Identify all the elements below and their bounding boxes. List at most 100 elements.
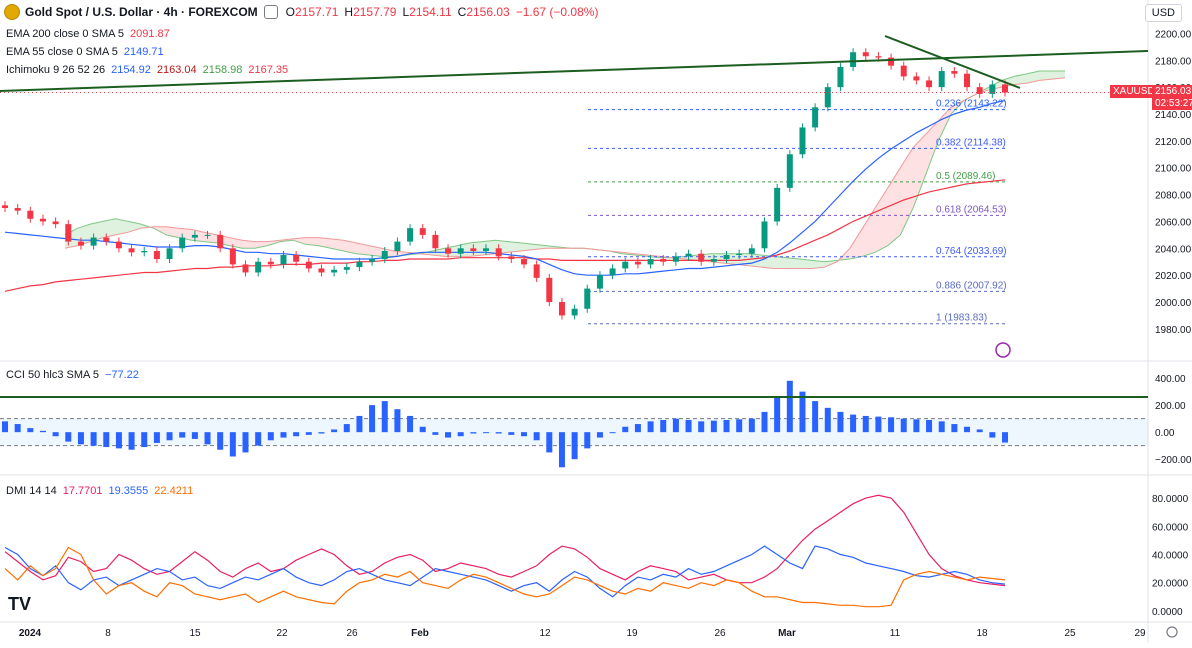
candle-body (179, 237, 186, 249)
fib-level-label: 0.382 (2114.38) (936, 137, 1006, 148)
candle-body (331, 269, 338, 273)
candle-body (166, 248, 173, 260)
candle-body (748, 248, 755, 254)
legend-ichimoku-v1: 2154.92 (111, 64, 151, 76)
cci-bar (242, 432, 249, 453)
dmi-tick-label: 60.0000 (1152, 522, 1189, 533)
candle-body (926, 80, 933, 88)
legend-ichimoku-v4: 2167.35 (248, 64, 289, 76)
ichimoku-cloud-segment (925, 120, 939, 175)
cci-tick-label: 0.00 (1155, 428, 1175, 439)
ichimoku-cloud-segment (1027, 71, 1040, 84)
legend-ema200[interactable]: EMA 200 close 0 SMA 5 2091.87 (6, 27, 176, 41)
cci-bar (495, 432, 502, 434)
candle-body (913, 76, 920, 81)
ichimoku-cloud-segment (305, 237, 319, 246)
candle-body (824, 87, 831, 108)
cci-bar (900, 418, 907, 433)
alert-bell-icon[interactable] (263, 5, 278, 19)
price-tick-label: 2040.00 (1155, 244, 1192, 255)
candle-body (445, 248, 452, 254)
cci-bar (736, 419, 743, 433)
candle-body (141, 250, 148, 253)
cci-bar (27, 428, 34, 433)
ohlc-close: 2156.03 (466, 5, 510, 19)
legend-ema200-value: 2091.87 (130, 28, 170, 40)
candle-body (305, 261, 312, 269)
candle-body (812, 107, 819, 128)
ichimoku-cloud-segment (102, 218, 116, 238)
cci-bar (166, 432, 173, 441)
ichimoku-cloud-segment (128, 221, 141, 233)
cci-bar (229, 432, 236, 457)
candle-body (685, 253, 692, 257)
cci-bar (217, 432, 224, 450)
time-tick-label: 18 (976, 628, 988, 639)
ichimoku-cloud-segment (368, 245, 382, 257)
dmi-tick-label: 80.0000 (1152, 494, 1189, 505)
candle-body (128, 248, 135, 253)
cci-bar (698, 421, 705, 433)
cci-bar (926, 420, 933, 433)
candle-body (660, 259, 667, 262)
cci-tick-label: 400.00 (1155, 374, 1186, 385)
ichimoku-cloud-segment (242, 240, 255, 249)
ichimoku-cloud-segment (900, 147, 914, 235)
tradingview-logo: TV (8, 594, 32, 614)
cci-bar (445, 432, 452, 438)
candle-body (964, 73, 971, 88)
time-tick-label: 19 (626, 628, 638, 639)
legend-cci-value: −77.22 (104, 369, 139, 381)
cci-bar (267, 432, 274, 441)
time-tick-label: Mar (778, 628, 796, 639)
ichimoku-cloud-segment (862, 208, 876, 257)
cci-bar (369, 405, 376, 433)
legend-cci[interactable]: CCI 50 hlc3 SMA 5 −77.22 (6, 368, 145, 382)
fib-level-label: 0.5 (2089.46) (936, 171, 996, 182)
candle-body (862, 52, 869, 57)
candle-body (343, 267, 350, 270)
ichimoku-cloud-segment (254, 241, 268, 249)
price-tick-label: 2060.00 (1155, 217, 1192, 228)
cci-bar (812, 401, 819, 433)
candle-body (14, 208, 21, 211)
candle-body (546, 277, 553, 303)
symbol-title[interactable]: Gold Spot / U.S. Dollar · 4h · FOREXCOM (25, 5, 258, 19)
legend-ema55-value: 2149.71 (123, 46, 164, 58)
price-tick-label: 2000.00 (1155, 298, 1192, 309)
candle-body (432, 234, 439, 249)
cci-bar (331, 429, 338, 433)
cci-bar (774, 397, 781, 433)
candle-body (217, 234, 224, 249)
dmi-tick-label: 40.0000 (1152, 551, 1189, 562)
ichimoku-cloud-segment (1052, 71, 1065, 80)
candle-body (584, 288, 591, 309)
cci-bar (153, 432, 160, 443)
settings-gear-icon (1166, 626, 1178, 638)
candle-body (52, 221, 59, 225)
cci-bar (520, 432, 527, 437)
candle-body (850, 52, 857, 68)
cci-tick-label: 200.00 (1155, 401, 1186, 412)
candle-body (407, 228, 414, 242)
time-tick-label: 11 (890, 628, 901, 639)
cci-bar (179, 432, 186, 438)
ichimoku-cloud-segment (508, 241, 521, 253)
cci-bar (672, 418, 679, 433)
candle-body (976, 87, 983, 94)
candle-body (2, 205, 8, 209)
candle-body (77, 241, 84, 246)
candle-body (242, 264, 249, 273)
candle-body (596, 275, 603, 289)
cci-bar (356, 415, 363, 433)
ichimoku-cloud-segment (761, 255, 774, 269)
legend-ichimoku[interactable]: Ichimoku 9 26 52 26 2154.92 2163.04 2158.98… (6, 63, 294, 77)
legend-ema55[interactable]: EMA 55 close 0 SMA 5 2149.71 (6, 45, 170, 59)
candle-body (90, 237, 97, 246)
legend-dmi[interactable]: DMI 14 14 17.7701 19.3555 22.4211 (6, 484, 199, 498)
currency-selector[interactable]: USD (1144, 4, 1182, 22)
cci-bar (2, 421, 8, 433)
price-tick-label: 2100.00 (1155, 164, 1192, 175)
candle-body (571, 308, 578, 316)
